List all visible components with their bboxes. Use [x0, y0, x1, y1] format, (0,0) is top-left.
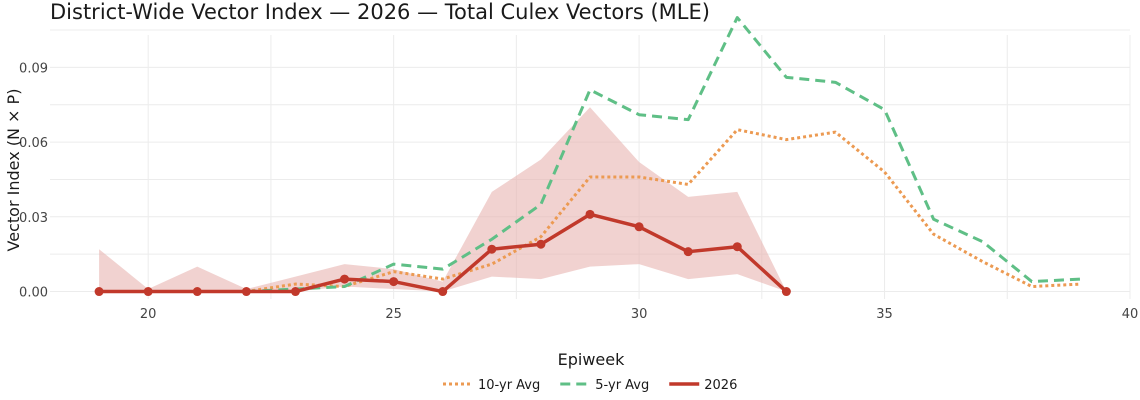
y-axis-title: Vector Index (N × P) [4, 89, 23, 252]
y-tick-label: 0.06 [19, 136, 48, 151]
tick-labels: 20 25 30 35 40 0.00 0.03 0.06 0.09 [19, 61, 1138, 322]
data-point [290, 287, 300, 297]
data-point [340, 274, 350, 284]
chart-title: District-Wide Vector Index — 2026 — Tota… [50, 0, 710, 24]
data-point [732, 242, 742, 252]
data-point [241, 287, 251, 297]
x-axis-title: Epiweek [558, 350, 625, 369]
x-tick-label: 25 [385, 307, 402, 322]
band-2026 [99, 107, 787, 292]
legend: 10-yr Avg 5-yr Avg 2026 [443, 378, 737, 393]
legend-label: 10-yr Avg [478, 378, 540, 393]
legend-label: 5-yr Avg [595, 378, 649, 393]
confidence-band [99, 107, 787, 292]
data-point [94, 287, 104, 297]
data-point [536, 239, 546, 249]
x-tick-label: 30 [631, 307, 648, 322]
legend-label: 2026 [704, 378, 737, 393]
data-point [781, 287, 791, 297]
data-point [192, 287, 202, 297]
data-point [438, 287, 448, 297]
data-point [683, 247, 693, 257]
data-point [143, 287, 153, 297]
data-point [634, 222, 644, 232]
series-line-10-yr-avg [246, 128, 1081, 294]
x-tick-label: 40 [1122, 307, 1139, 322]
y-tick-label: 0.03 [19, 211, 48, 226]
data-point [389, 277, 399, 287]
y-tick-label: 0.00 [19, 286, 48, 301]
x-tick-label: 20 [140, 307, 157, 322]
y-tick-label: 0.09 [19, 61, 48, 76]
data-point [585, 209, 595, 219]
series-markers [94, 209, 791, 297]
x-tick-label: 35 [876, 307, 893, 322]
data-point [487, 244, 497, 254]
